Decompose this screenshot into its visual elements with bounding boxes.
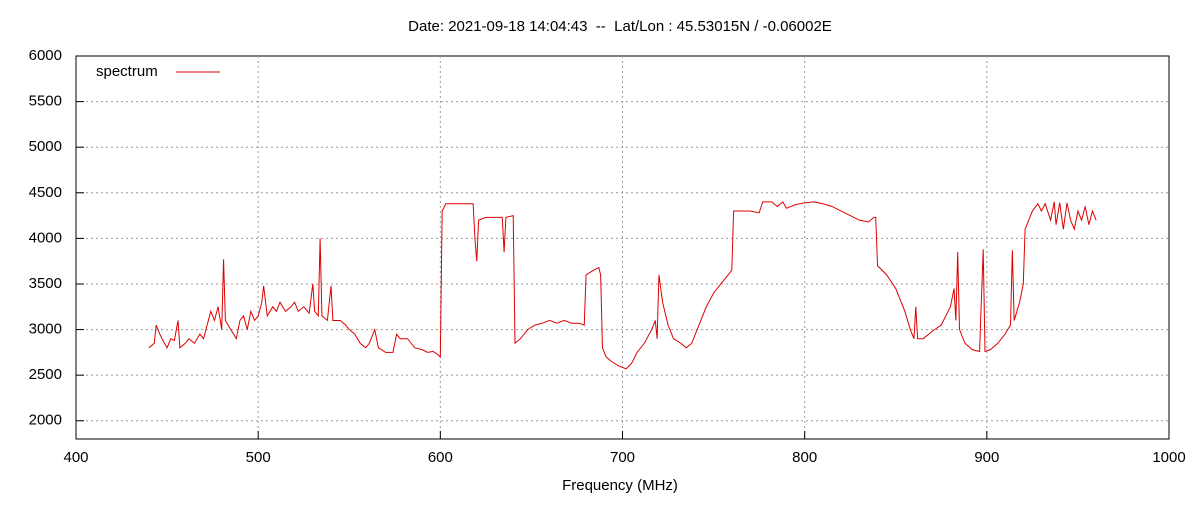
y-tick-label: 2000 [29, 412, 62, 429]
x-tick-label: 700 [610, 449, 635, 466]
y-tick-label: 3000 [29, 321, 62, 338]
x-tick-label: 1000 [1152, 449, 1185, 466]
y-tick-label: 3500 [29, 275, 62, 292]
x-tick-label: 900 [974, 449, 999, 466]
y-tick-label: 5000 [29, 138, 62, 155]
y-tick-label: 4500 [29, 184, 62, 201]
y-tick-label: 4000 [29, 229, 62, 246]
x-tick-label: 500 [246, 449, 271, 466]
x-axis-label: Frequency (MHz) [562, 477, 678, 494]
y-tick-label: 2500 [29, 366, 62, 383]
x-tick-label: 400 [63, 449, 88, 466]
data-line [148, 201, 1097, 370]
x-tick-label: 800 [792, 449, 817, 466]
x-tick-label: 600 [428, 449, 453, 466]
chart-title: Date: 2021-09-18 14:04:43 -- Lat/Lon : 4… [408, 18, 832, 35]
y-tick-label: 5500 [29, 93, 62, 110]
y-tick-label: 6000 [29, 47, 62, 64]
legend-label: spectrum [96, 63, 158, 80]
